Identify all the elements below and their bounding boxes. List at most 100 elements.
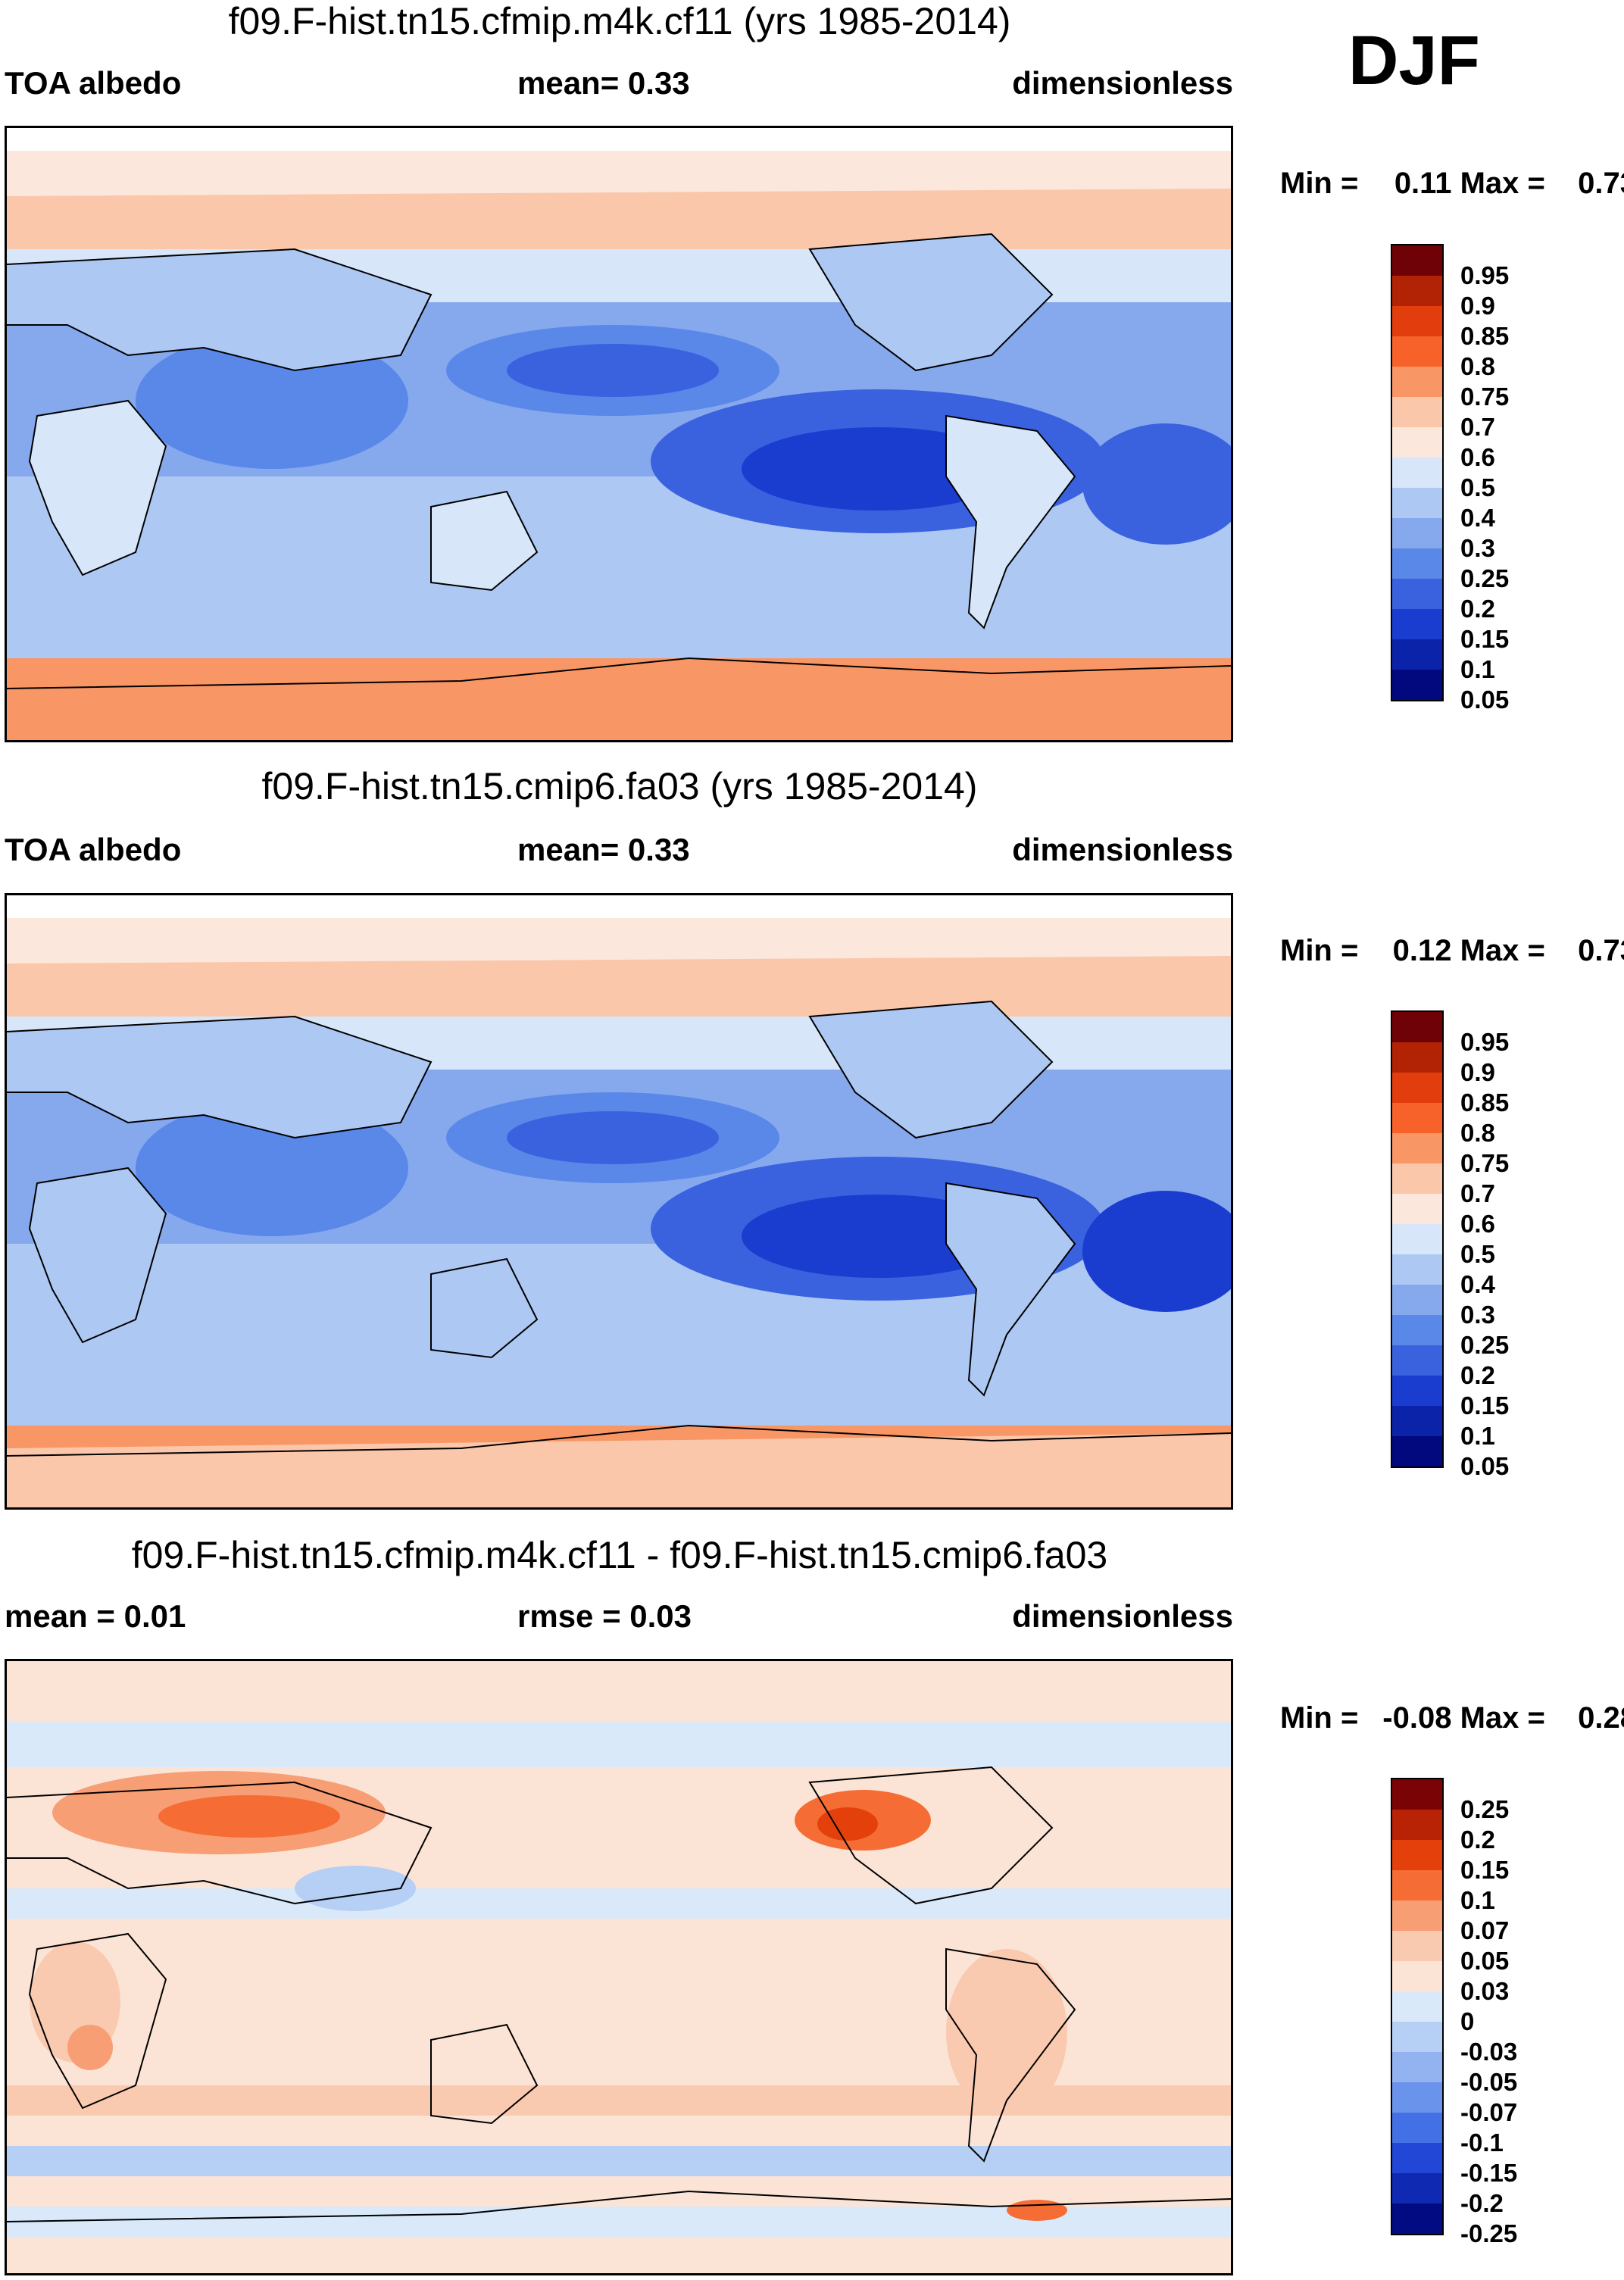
panel-3-colorbar-tick: -0.25 (1460, 2219, 1518, 2247)
panel-2-colorbar-segment (1392, 1224, 1442, 1254)
panel-1-colorbar-segment (1392, 548, 1442, 579)
panel-3-rmse-label: rmse = 0.03 (517, 1598, 692, 1634)
panel-2-colorbar-segment (1392, 1345, 1442, 1376)
panel-2-map (5, 893, 1233, 1510)
panel-3-colorbar-tick: 0.03 (1460, 1977, 1510, 2005)
panel-2-colorbar-segment (1392, 1133, 1442, 1163)
panel-2-colorbar-segment (1392, 1376, 1442, 1406)
panel-1-colorbar-segment (1392, 276, 1442, 306)
panel-1-colorbar-tick: 0.3 (1460, 534, 1495, 562)
panel-1-mean-label: mean= 0.33 (517, 65, 690, 101)
panel-1-colorbar-tick: 0.6 (1460, 443, 1495, 471)
panel-1-colorbar-segment (1392, 306, 1442, 336)
panel-3-colorbar-segment (1392, 2052, 1442, 2082)
panel-1-min-label: Min = (1280, 167, 1359, 200)
panel-1-colorbar-segment (1392, 245, 1442, 276)
panel-2-mean-label: mean= 0.33 (517, 832, 690, 867)
panel-2-colorbar-tick: 0.75 (1460, 1149, 1510, 1177)
panel-1-colorbar-segment (1392, 609, 1442, 639)
panel-1-colorbar-tick: 0.95 (1460, 261, 1510, 289)
panel-3-map (5, 1659, 1233, 2275)
panel-3-colorbar-segment (1392, 1961, 1442, 1991)
panel-3-colorbar-segment (1392, 1779, 1442, 1810)
panel-3-colorbar-tick: -0.05 (1460, 2068, 1518, 2096)
panel-2-colorbar-segment (1392, 1406, 1442, 1436)
panel-1-colorbar-tick: 0.05 (1460, 686, 1510, 714)
panel-3-colorbar-tick: -0.1 (1460, 2129, 1504, 2157)
panel-2-colorbar-tick: 0.9 (1460, 1058, 1495, 1086)
panel-3-colorbar-tick: 0.2 (1460, 1826, 1495, 1854)
panel-2-min-label: Min = (1280, 934, 1359, 967)
panel-2-colorbar-tick: 0.2 (1460, 1361, 1495, 1389)
panel-2-colorbar-tick: 0.3 (1460, 1301, 1495, 1329)
panel-2-colorbar-segment (1392, 1315, 1442, 1345)
panel-3-colorbar (1391, 1778, 1444, 2235)
panel-1-colorbar-tick: 0.1 (1460, 655, 1495, 683)
panel-2-colorbar-segment (1392, 1103, 1442, 1133)
panel-3-colorbar-tick: -0.03 (1460, 2038, 1518, 2066)
panel-2-colorbar-segment (1392, 1163, 1442, 1194)
panel-2-colorbar-segment (1392, 1285, 1442, 1315)
panel-3-min-label: Min = (1280, 1701, 1359, 1735)
panel-3-min-value: -0.08 (1382, 1701, 1452, 1735)
panel-3-colorbar-segment (1392, 1991, 1442, 2022)
panel-3-max-value: 0.28 (1578, 1701, 1624, 1735)
panel-1-colorbar-tick: 0.15 (1460, 625, 1510, 653)
panel-1-map-canvas (7, 128, 1231, 740)
panel-1-colorbar-segment (1392, 427, 1442, 458)
panel-3-colorbar-segment (1392, 1840, 1442, 1870)
panel-1-max-label: Max = (1460, 167, 1545, 200)
panel-2-colorbar-tick: 0.25 (1460, 1331, 1510, 1359)
panel-1-map (5, 126, 1233, 742)
panel-3-colorbar-segment (1392, 1931, 1442, 1961)
panel-3-minmax: Min = -0.08 Max = 0.28 (1280, 1701, 1624, 1735)
panel-2-map-canvas (7, 895, 1231, 1507)
panel-2-colorbar-segment (1392, 1194, 1442, 1224)
panel-2-colorbar-segment (1392, 1254, 1442, 1285)
panel-3-colorbar-segment (1392, 2113, 1442, 2143)
panel-3-units-label: dimensionless (1012, 1598, 1233, 1634)
panel-3-colorbar-tick: -0.2 (1460, 2189, 1504, 2217)
panel-3-colorbar-tick: 0 (1460, 2007, 1475, 2035)
panel-2-colorbar-segment (1392, 1042, 1442, 1073)
panel-1-colorbar-tick: 0.7 (1460, 413, 1495, 441)
panel-3-colorbar-segment (1392, 2203, 1442, 2234)
panel-3-colorbar-segment (1392, 2022, 1442, 2052)
panel-2-colorbar-tick: 0.7 (1460, 1179, 1495, 1207)
panel-2-max-label: Max = (1460, 934, 1545, 967)
panel-2-colorbar-tick: 0.15 (1460, 1391, 1510, 1420)
panel-1-colorbar-tick: 0.9 (1460, 292, 1495, 320)
panel-1-colorbar-tick: 0.8 (1460, 352, 1495, 380)
panel-3-colorbar-tick: 0.1 (1460, 1886, 1495, 1914)
panel-3-max-label: Max = (1460, 1701, 1545, 1735)
panel-1-colorbar-segment (1392, 670, 1442, 700)
panel-1-colorbar-segment (1392, 397, 1442, 427)
panel-1-min-value: 0.11 (1394, 167, 1452, 200)
panel-2-min-value: 0.12 (1392, 934, 1452, 967)
panel-1-colorbar (1391, 244, 1444, 701)
panel-1-colorbar-segment (1392, 336, 1442, 367)
panel-3-colorbar-segment (1392, 2143, 1442, 2173)
panel-3-map-canvas (7, 1661, 1231, 2273)
panel-1-colorbar-segment (1392, 518, 1442, 548)
panel-1-colorbar-tick: 0.4 (1460, 504, 1495, 532)
panel-2-colorbar-tick: 0.6 (1460, 1210, 1495, 1238)
panel-1-variable-label: TOA albedo (5, 65, 182, 101)
panel-3-colorbar-segment (1392, 1810, 1442, 1840)
panel-3-colorbar-tick: -0.07 (1460, 2098, 1518, 2126)
panel-1-colorbar-segment (1392, 367, 1442, 397)
panel-3-colorbar-tick: 0.05 (1460, 1947, 1510, 1975)
panel-3-colorbar-segment (1392, 1901, 1442, 1931)
panel-1-colorbar-tick: 0.75 (1460, 383, 1510, 411)
panel-2-title: f09.F-hist.tn15.cmip6.fa03 (yrs 1985-201… (261, 765, 978, 807)
panel-2-colorbar-tick: 0.05 (1460, 1452, 1510, 1480)
panel-2-variable-label: TOA albedo (5, 832, 182, 867)
panel-2-colorbar-tick: 0.95 (1460, 1028, 1510, 1056)
panel-2-colorbar-tick: 0.4 (1460, 1270, 1495, 1298)
panel-1-colorbar-segment (1392, 488, 1442, 518)
panel-3-colorbar-tick: 0.25 (1460, 1795, 1510, 1823)
panel-1-colorbar-tick: 0.5 (1460, 473, 1495, 501)
panel-3-colorbar-segment (1392, 1870, 1442, 1901)
panel-2-colorbar-tick: 0.5 (1460, 1240, 1495, 1268)
panel-2-colorbar-tick: 0.8 (1460, 1119, 1495, 1147)
